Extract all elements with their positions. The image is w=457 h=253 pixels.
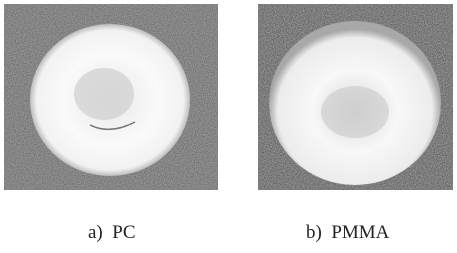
figure: a) PC b) PMMA [0, 0, 457, 253]
photo-b [258, 4, 453, 190]
caption: a) PC [88, 222, 136, 244]
caption: b) PMMA [306, 222, 389, 244]
photos [0, 0, 457, 253]
photo-a [4, 4, 218, 190]
